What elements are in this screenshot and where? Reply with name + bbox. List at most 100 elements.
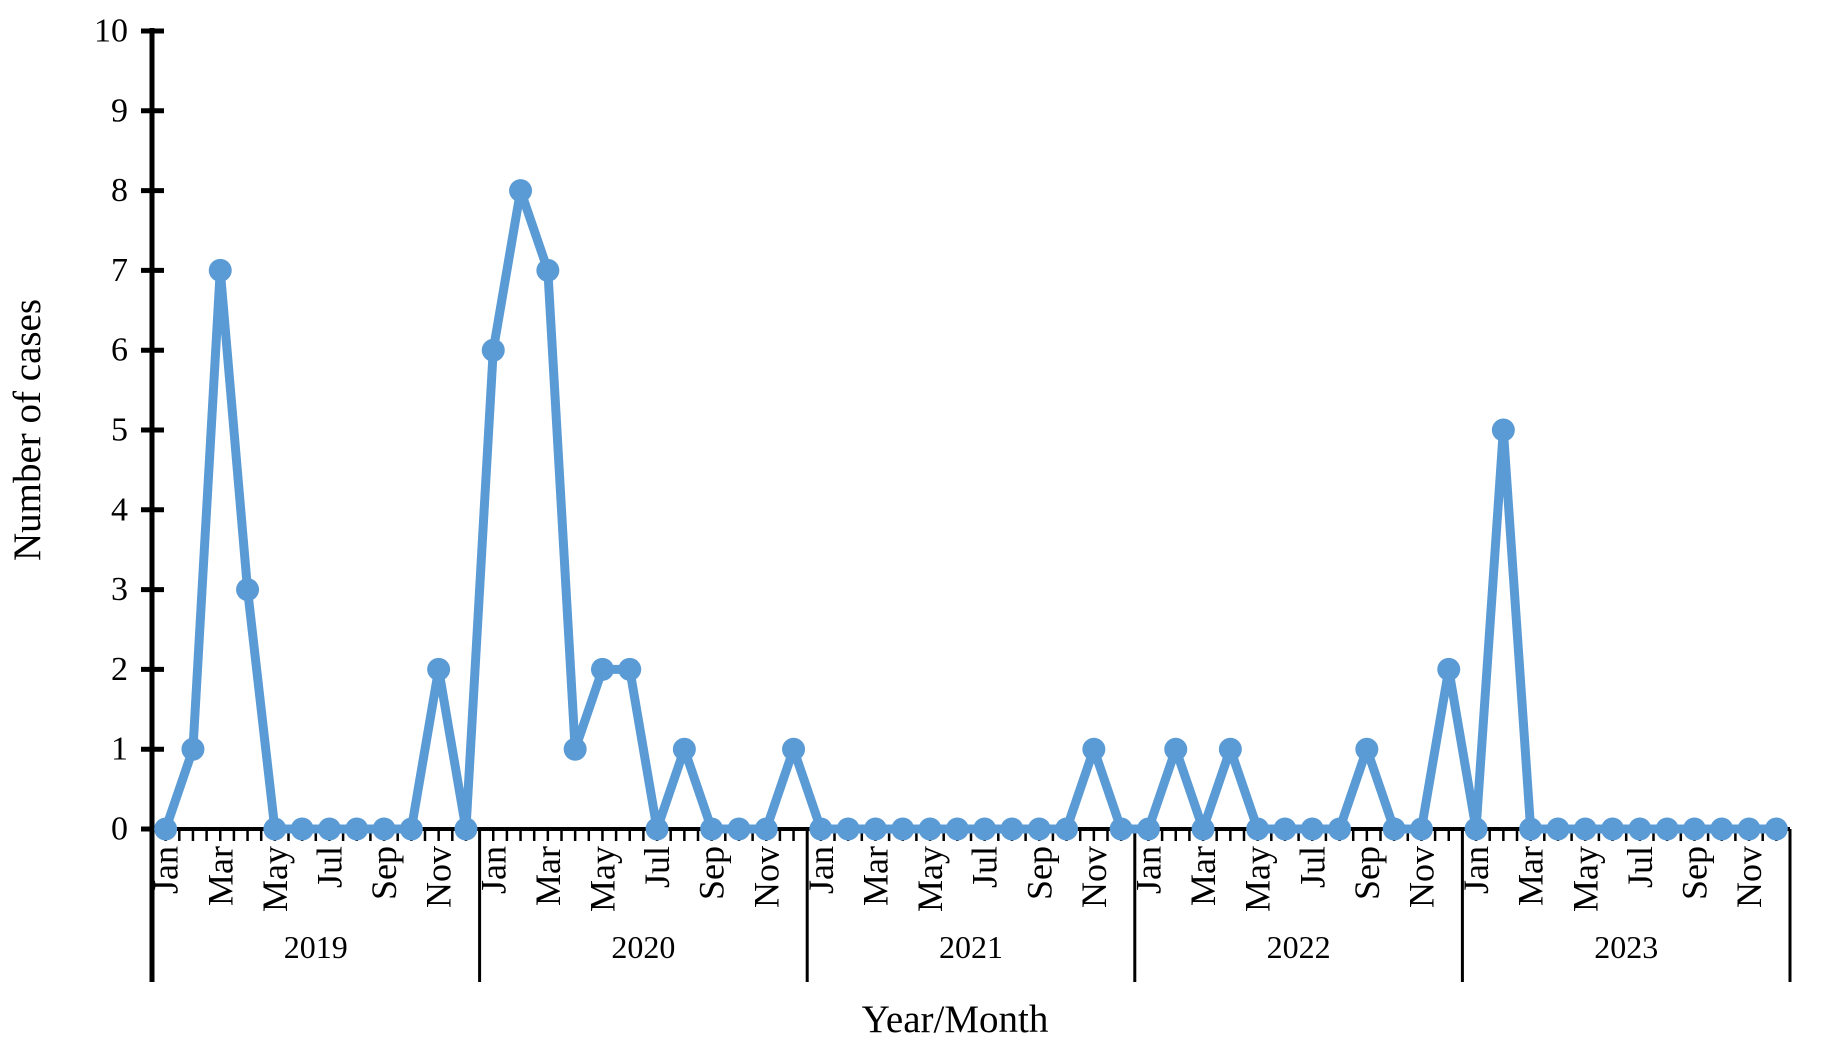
y-tick-label: 7 — [111, 252, 128, 289]
month-tick-label: Jul — [965, 846, 1005, 888]
month-tick-label: Nov — [419, 846, 459, 908]
data-point-marker — [1273, 817, 1297, 841]
cases-line — [161, 186, 1781, 834]
data-point-marker — [1218, 737, 1242, 761]
month-tick-label: Jan — [1128, 846, 1168, 894]
month-tick-label: Nov — [1401, 846, 1441, 908]
data-point-marker — [345, 817, 369, 841]
data-point-marker — [863, 817, 887, 841]
data-point-marker — [372, 817, 396, 841]
y-tick-label: 4 — [111, 491, 128, 528]
data-point-marker — [1628, 817, 1652, 841]
data-point-marker — [154, 817, 178, 841]
data-point-marker — [1682, 817, 1706, 841]
month-tick-label: Jul — [1620, 846, 1660, 888]
data-point-marker — [481, 338, 505, 362]
year-label: 2022 — [1267, 929, 1331, 965]
year-label: 2023 — [1594, 929, 1658, 965]
month-tick-label: Mar — [528, 846, 568, 906]
month-tick-label: Sep — [1674, 846, 1714, 900]
data-point-marker — [399, 817, 423, 841]
data-point-marker — [1519, 817, 1543, 841]
year-label: 2021 — [939, 929, 1003, 965]
data-point-marker — [645, 817, 669, 841]
data-point-marker — [618, 657, 642, 681]
y-tick-label: 2 — [111, 651, 128, 688]
data-point-marker — [973, 817, 997, 841]
data-point-marker — [1409, 817, 1433, 841]
y-tick-label: 5 — [111, 412, 128, 449]
data-point-marker — [290, 817, 314, 841]
data-point-marker — [754, 817, 778, 841]
month-tick-label: Mar — [855, 846, 895, 906]
data-point-marker — [918, 817, 942, 841]
month-tick-label: Sep — [1019, 846, 1059, 900]
month-tick-label: Sep — [364, 846, 404, 900]
data-point-marker — [509, 179, 533, 203]
data-point-marker — [1355, 737, 1379, 761]
axis-labels-layer: 0 1 2 3 4 5 6 7 8 9 10 Jan Mar May Jul Sep Nov 2019 Jan Mar… — [94, 13, 1769, 966]
data-point-marker — [1382, 817, 1406, 841]
y-tick-label: 0 — [111, 811, 128, 848]
year-label: 2020 — [611, 929, 675, 965]
month-tick-label: Jul — [637, 846, 677, 888]
data-point-marker — [945, 817, 969, 841]
month-tick-label: Nov — [746, 846, 786, 908]
data-point-marker — [1546, 817, 1570, 841]
y-tick-label: 1 — [111, 731, 128, 768]
data-point-marker — [1710, 817, 1734, 841]
data-point-marker — [1246, 817, 1270, 841]
data-point-marker — [1164, 737, 1188, 761]
data-point-marker — [672, 737, 696, 761]
data-point-marker — [1601, 817, 1625, 841]
y-axis-title: Number of cases — [6, 299, 49, 561]
month-tick-label: Nov — [1074, 846, 1114, 908]
data-point-marker — [1300, 817, 1324, 841]
month-tick-label: May — [1565, 846, 1605, 912]
month-tick-label: Jul — [309, 846, 349, 888]
month-tick-label: Nov — [1729, 846, 1769, 908]
data-point-marker — [1764, 817, 1788, 841]
data-point-marker — [1027, 817, 1051, 841]
data-point-marker — [208, 258, 232, 282]
y-tick-label: 3 — [111, 571, 128, 608]
data-point-marker — [809, 817, 833, 841]
month-tick-label: May — [1238, 846, 1278, 912]
y-tick-label: 10 — [94, 13, 128, 50]
data-point-marker — [1328, 817, 1352, 841]
month-tick-label: May — [582, 846, 622, 912]
y-tick-label: 6 — [111, 332, 128, 369]
data-point-marker — [1109, 817, 1133, 841]
month-tick-label: Jan — [801, 846, 841, 894]
data-point-marker — [1573, 817, 1597, 841]
data-point-marker — [1464, 817, 1488, 841]
data-point-marker — [181, 737, 205, 761]
x-axis-title: Year/Month — [862, 998, 1049, 1041]
data-point-marker — [727, 817, 751, 841]
month-tick-label: Mar — [1183, 846, 1223, 906]
data-point-marker — [1737, 817, 1761, 841]
month-tick-label: Jul — [1292, 846, 1332, 888]
data-point-marker — [836, 817, 860, 841]
data-point-marker — [1055, 817, 1079, 841]
y-tick-label: 8 — [111, 172, 128, 209]
data-point-marker — [1655, 817, 1679, 841]
data-point-marker — [563, 737, 587, 761]
y-tick-label: 9 — [111, 92, 128, 129]
data-point-marker — [1437, 657, 1461, 681]
data-point-marker — [454, 817, 478, 841]
month-tick-label: Sep — [1347, 846, 1387, 900]
data-series-layer — [154, 179, 1788, 841]
year-label: 2019 — [284, 929, 348, 965]
data-point-marker — [236, 578, 260, 602]
month-tick-label: Jan — [473, 846, 513, 894]
data-point-marker — [1136, 817, 1160, 841]
month-tick-label: Mar — [1511, 846, 1551, 906]
data-point-marker — [891, 817, 915, 841]
data-point-marker — [782, 737, 806, 761]
month-tick-label: May — [255, 846, 295, 912]
data-point-marker — [700, 817, 724, 841]
data-point-marker — [263, 817, 287, 841]
